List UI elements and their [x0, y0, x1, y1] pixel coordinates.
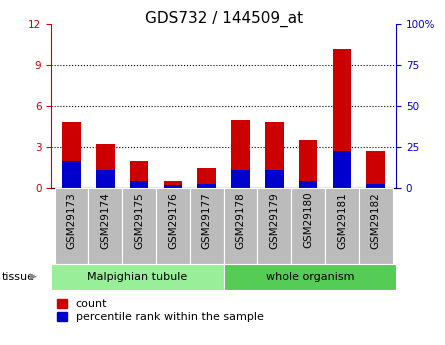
Bar — [198, 168, 216, 188]
Bar — [130, 161, 148, 188]
Bar — [299, 140, 317, 188]
Bar — [62, 122, 81, 188]
Bar — [89, 188, 122, 264]
Text: Malpighian tubule: Malpighian tubule — [87, 272, 187, 282]
Bar — [367, 184, 385, 188]
Text: GSM29181: GSM29181 — [337, 192, 347, 248]
Bar — [367, 151, 385, 188]
Bar — [231, 120, 250, 188]
Text: GSM29173: GSM29173 — [66, 192, 77, 248]
Bar — [198, 184, 216, 188]
Bar — [164, 181, 182, 188]
Bar — [55, 188, 89, 264]
Text: GSM29180: GSM29180 — [303, 192, 313, 248]
Bar — [51, 264, 224, 290]
Bar — [122, 188, 156, 264]
Bar — [224, 264, 396, 290]
Text: GSM29176: GSM29176 — [168, 192, 178, 248]
Bar — [333, 151, 351, 188]
Bar — [299, 181, 317, 188]
Bar — [265, 170, 283, 188]
Bar — [62, 161, 81, 188]
Bar — [265, 122, 283, 188]
Bar — [257, 188, 291, 264]
Bar — [96, 170, 114, 188]
Text: GSM29177: GSM29177 — [202, 192, 212, 248]
Bar — [156, 188, 190, 264]
Bar — [359, 188, 392, 264]
Text: GSM29179: GSM29179 — [269, 192, 279, 248]
Text: GSM29182: GSM29182 — [371, 192, 381, 248]
Bar — [190, 188, 224, 264]
Bar — [164, 185, 182, 188]
Text: ▶: ▶ — [30, 272, 37, 282]
Bar — [325, 188, 359, 264]
Bar — [231, 170, 250, 188]
Legend: count, percentile rank within the sample: count, percentile rank within the sample — [57, 299, 263, 322]
Text: GSM29178: GSM29178 — [235, 192, 246, 248]
Bar — [333, 49, 351, 188]
Bar — [96, 144, 114, 188]
Text: GSM29175: GSM29175 — [134, 192, 144, 248]
Bar — [130, 181, 148, 188]
Text: whole organism: whole organism — [266, 272, 354, 282]
Text: tissue: tissue — [2, 272, 35, 282]
Text: GDS732 / 144509_at: GDS732 / 144509_at — [145, 10, 303, 27]
Bar — [224, 188, 257, 264]
Bar — [291, 188, 325, 264]
Text: GSM29174: GSM29174 — [100, 192, 110, 248]
